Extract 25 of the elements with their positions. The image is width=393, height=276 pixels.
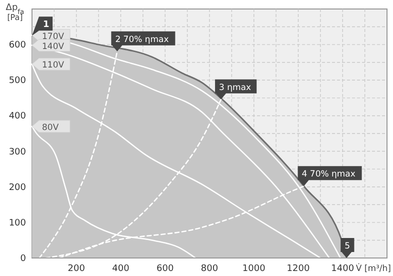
annotation: 2 70% ηmax (115, 34, 169, 45)
x-tick-label: 200 (68, 264, 86, 274)
x-tick-label: 400 (112, 264, 130, 274)
x-tick-label: 1000 (242, 264, 266, 274)
y-axis-title: Δp$_{fa}$ [Pa] (6, 3, 24, 22)
y-tick-label: 400 (8, 112, 26, 122)
annotation: 1 (43, 20, 50, 30)
annotation: 4 70% ηmax (302, 170, 356, 180)
y-tick-label: 300 (8, 147, 26, 158)
series-label: 110V (42, 60, 64, 71)
y-tick-label: 500 (8, 76, 26, 86)
series-label: 170V (42, 32, 64, 42)
x-tick-label: 1400 (331, 264, 354, 274)
x-tick-label: 600 (156, 264, 174, 274)
series-label: 140V (42, 42, 64, 52)
x-tick-label: 800 (200, 264, 218, 274)
x-tick-label: 1200 (286, 264, 310, 274)
annotation: 3 ηmax (219, 82, 252, 93)
y-tick-label: 100 (8, 218, 26, 228)
y-tick-label: 200 (8, 182, 26, 193)
y-tick-label: 600 (8, 40, 26, 51)
y-tick-label: 0 (20, 254, 26, 264)
annotation: 5 (344, 242, 350, 252)
series-label: 80V (42, 122, 59, 133)
x-axis-title: V̇ [m³/h] (356, 262, 391, 274)
